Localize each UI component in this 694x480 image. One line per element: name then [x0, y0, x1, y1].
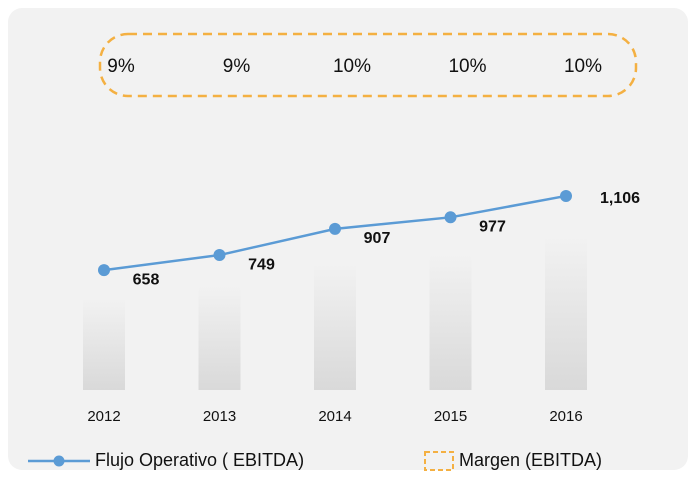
bar — [83, 297, 125, 390]
margin-label: 10% — [564, 56, 602, 77]
legend-label: Flujo Operativo ( EBITDA) — [95, 450, 304, 470]
point — [329, 222, 341, 235]
legend-marker — [53, 455, 65, 467]
legend-swatch — [424, 451, 454, 471]
x-tick-label: 2013 — [203, 408, 236, 425]
bar — [545, 235, 587, 390]
margin-label: 10% — [333, 56, 371, 77]
data-label: 977 — [479, 219, 506, 236]
bar — [314, 263, 356, 390]
data-label: 907 — [364, 230, 391, 247]
background — [8, 8, 688, 470]
point — [444, 211, 457, 224]
data-label: 658 — [133, 271, 160, 288]
x-tick-label: 2016 — [549, 408, 582, 425]
margin-label: 9% — [223, 56, 251, 77]
x-tick-label: 2015 — [434, 408, 467, 425]
data-label: 1,106 — [600, 190, 640, 207]
bar — [429, 253, 472, 390]
margin-box — [98, 32, 638, 98]
data-label: 749 — [248, 256, 275, 273]
x-tick-label: 2012 — [87, 408, 120, 425]
margin-label: 9% — [107, 56, 135, 77]
margin-label: 10% — [448, 56, 486, 77]
point — [98, 264, 110, 277]
bar — [198, 285, 241, 390]
legend-label: Margen (EBITDA) — [459, 450, 602, 470]
point — [213, 249, 226, 262]
x-tick-label: 2014 — [318, 408, 351, 425]
point — [560, 189, 572, 202]
